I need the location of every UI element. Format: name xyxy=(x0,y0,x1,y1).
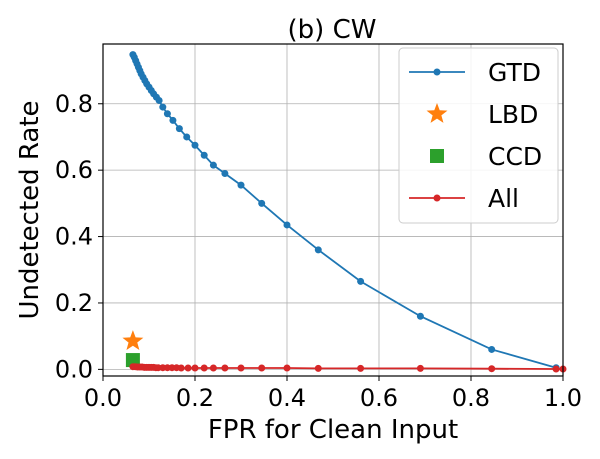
data-point-gtd xyxy=(416,312,424,320)
data-point-gtd xyxy=(357,277,365,285)
y-axis-label: Undetected Rate xyxy=(15,100,45,319)
legend-label-ccd: CCD xyxy=(488,142,542,171)
legend-label-gtd: GTD xyxy=(488,58,541,87)
data-point-lbd xyxy=(122,330,144,351)
x-ticks: 0.0 0.2 0.4 0.6 0.8 1.0 xyxy=(84,376,582,412)
legend-label-lbd: LBD xyxy=(488,100,538,129)
data-point-all xyxy=(416,364,424,372)
legend: GTD LBD CCD All xyxy=(398,47,559,224)
data-point-all xyxy=(184,364,192,372)
legend-entry-ccd: CCD xyxy=(430,142,542,171)
data-point-gtd xyxy=(159,103,167,111)
data-point-gtd xyxy=(221,169,229,177)
data-point-gtd xyxy=(200,151,208,159)
plot-area xyxy=(122,51,567,373)
y-tick-label: 0.6 xyxy=(55,156,93,184)
data-point-all xyxy=(357,364,365,372)
data-point-all xyxy=(488,365,496,373)
y-ticks: 0.0 0.2 0.4 0.6 0.8 xyxy=(55,90,103,383)
x-tick-label: 1.0 xyxy=(544,384,582,412)
data-point-all xyxy=(221,364,229,372)
data-point-gtd xyxy=(258,199,266,207)
x-tick-label: 0.8 xyxy=(452,384,490,412)
data-point-all xyxy=(258,364,266,372)
data-point-all xyxy=(552,365,560,373)
legend-entry-all: All xyxy=(409,184,519,213)
data-point-gtd xyxy=(155,96,163,104)
data-point-gtd xyxy=(488,345,496,353)
data-point-all xyxy=(283,364,291,372)
data-point-all xyxy=(177,364,185,372)
legend-box xyxy=(398,47,559,224)
y-tick-label: 0.4 xyxy=(55,223,93,251)
y-tick-label: 0.0 xyxy=(55,355,93,383)
chart-title: (b) CW xyxy=(288,15,377,45)
x-tick-label: 0.4 xyxy=(268,384,306,412)
legend-marker-ccd xyxy=(430,149,444,163)
data-point-all xyxy=(209,364,217,372)
data-point-all xyxy=(237,364,245,372)
y-tick-label: 0.8 xyxy=(55,90,93,118)
data-point-gtd xyxy=(209,161,217,169)
legend-marker-gtd xyxy=(433,68,441,76)
data-point-gtd xyxy=(283,221,291,229)
axes-frame xyxy=(102,43,564,377)
data-point-gtd xyxy=(237,181,245,189)
x-axis-label: FPR for Clean Input xyxy=(208,415,458,445)
x-tick-label: 0.6 xyxy=(360,384,398,412)
data-point-all xyxy=(314,364,322,372)
data-point-gtd xyxy=(163,110,171,118)
data-point-all xyxy=(191,364,199,372)
data-point-gtd xyxy=(314,246,322,254)
legend-label-all: All xyxy=(488,184,519,213)
x-tick-label: 0.0 xyxy=(84,384,122,412)
legend-entry-gtd: GTD xyxy=(409,58,541,87)
y-tick-label: 0.2 xyxy=(55,289,93,317)
data-point-gtd xyxy=(175,125,183,133)
data-point-all xyxy=(200,364,208,372)
legend-entry-lbd: LBD xyxy=(426,100,538,129)
data-point-gtd xyxy=(191,141,199,149)
data-point-gtd xyxy=(169,116,177,124)
legend-marker-all xyxy=(433,194,441,202)
x-tick-label: 0.2 xyxy=(176,384,214,412)
legend-marker-lbd xyxy=(426,103,448,123)
data-point-gtd xyxy=(183,133,191,141)
